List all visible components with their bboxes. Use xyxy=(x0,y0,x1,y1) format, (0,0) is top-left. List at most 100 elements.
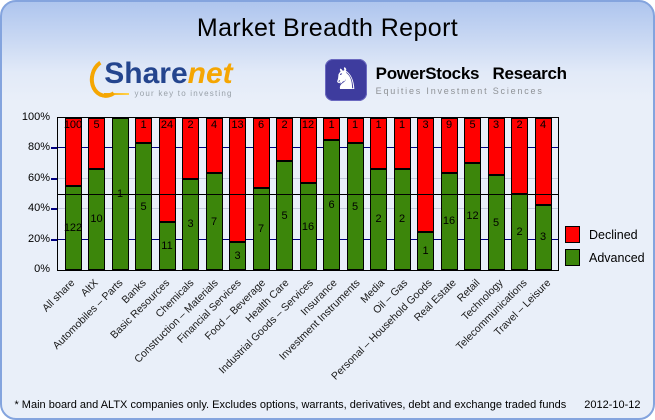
bars: 1001225101152411234713367251216161512123… xyxy=(58,118,558,270)
bar-value-advanced: 16 xyxy=(442,215,456,228)
bar-value-advanced: 3 xyxy=(187,218,194,231)
bar-segment-declined xyxy=(182,118,199,179)
page-title: Market Breadth Report xyxy=(196,14,459,42)
bar-segment-declined xyxy=(417,118,434,232)
bar-segment-declined xyxy=(88,118,105,169)
bar-segment-declined xyxy=(487,118,505,175)
sharenet-tagline: your key to investing xyxy=(134,89,233,98)
bar-segment-advanced xyxy=(252,188,270,270)
bar-value-declined: 13 xyxy=(231,119,244,131)
bar-segment-advanced xyxy=(464,162,481,270)
bar-value-declined: 3 xyxy=(422,119,429,131)
bar-segment-advanced xyxy=(487,175,505,270)
bar-segment-advanced xyxy=(229,241,246,270)
bar-segment-declined xyxy=(205,118,223,174)
bar-segment-declined xyxy=(276,118,293,162)
powerstocks-name: PowerStocks Research xyxy=(375,64,567,83)
legend-item-advanced: Advanced xyxy=(565,249,645,266)
x-axis-labels: All share AltX Automobiles – Parts Banks Bas… xyxy=(40,271,557,399)
bar-value-declined: 4 xyxy=(539,119,547,131)
bar-segment-advanced xyxy=(299,183,317,270)
bar-segment-declined xyxy=(252,118,270,189)
y-axis-label: 20% xyxy=(27,232,50,245)
report-date: 2012-10-12 xyxy=(584,399,641,411)
footnote: * Main board and ALTX companies only. Ex… xyxy=(14,399,567,411)
bar-value-advanced: 3 xyxy=(234,249,241,262)
bar-segment-advanced xyxy=(417,232,434,270)
bar-segment-declined xyxy=(64,118,82,187)
sharenet-underline xyxy=(104,92,129,95)
market-breadth-chart: 0%20%40%60%80%100% 100122510115241123471… xyxy=(2,110,653,400)
bar-segment-declined xyxy=(323,118,340,140)
bar-value-declined: 5 xyxy=(93,119,100,131)
bar-value-declined: 1 xyxy=(398,119,406,131)
y-axis: 0% 20% 40% 60% 80% 100% xyxy=(2,110,57,400)
bar-5: 24 11 xyxy=(158,118,176,270)
bar-segment-declined xyxy=(440,118,458,173)
declined-swatch-icon xyxy=(565,226,580,243)
sharenet-logo: Sharenet your key to investing xyxy=(85,54,233,102)
bar-value-advanced: 7 xyxy=(257,223,265,236)
bar-segment-advanced xyxy=(534,204,552,270)
bar-11: 12 16 xyxy=(299,118,317,270)
y-axis-tick xyxy=(51,147,57,150)
bar-segment-declined xyxy=(299,118,317,184)
bar-value-declined: 4 xyxy=(210,119,218,131)
logo-row: Sharenet your key to investing ♞ PowerSt… xyxy=(2,54,653,102)
bar-value-declined: 1 xyxy=(351,119,359,131)
legend-label-advanced: Advanced xyxy=(589,250,645,265)
y-axis-tick xyxy=(51,238,57,241)
y-axis-label: 80% xyxy=(27,141,50,154)
bar-value-advanced: 2 xyxy=(516,226,523,238)
footer: * Main board and ALTX companies only. Ex… xyxy=(2,399,653,411)
bar-segment-advanced xyxy=(276,161,293,270)
powerstocks-tagline: Equities Investment Sciences xyxy=(375,86,544,96)
bar-segment-declined xyxy=(158,118,176,223)
bar-value-declined: 24 xyxy=(160,119,174,131)
bar-segment-declined xyxy=(370,118,387,169)
chess-knight-icon: ♞ xyxy=(324,59,367,101)
y-axis-label: 40% xyxy=(27,202,50,215)
bar-segment-advanced xyxy=(64,186,82,270)
bar-value-advanced: 122 xyxy=(63,222,83,235)
bar-value-advanced: 1 xyxy=(422,245,429,257)
bar-value-advanced: 6 xyxy=(328,198,335,211)
plot-area: 1001225101152411234713367251216161512123… xyxy=(57,117,559,271)
bar-value-advanced: 5 xyxy=(140,200,147,213)
advanced-swatch-icon xyxy=(565,249,580,266)
bar-segment-advanced xyxy=(440,172,458,270)
bar-segment-declined xyxy=(229,118,246,242)
bar-value-advanced: 16 xyxy=(301,220,315,233)
bar-segment-advanced xyxy=(323,139,340,270)
y-axis-label: 60% xyxy=(27,171,50,184)
bar-segment-advanced xyxy=(158,222,176,270)
bar-value-advanced: 2 xyxy=(375,213,382,226)
y-axis-label: 100% xyxy=(21,111,50,123)
bar-segment-declined xyxy=(534,118,552,205)
bar-value-advanced: 12 xyxy=(466,210,479,223)
bar-1: 100 122 xyxy=(64,118,82,270)
sharenet-tagline-row: your key to investing xyxy=(104,89,232,98)
bar-value-declined: 1 xyxy=(140,119,147,131)
bar-value-declined: 2 xyxy=(516,119,523,131)
bar-value-declined: 6 xyxy=(257,119,265,131)
bar-segment-declined xyxy=(464,118,481,163)
bar-segment-declined xyxy=(393,118,411,169)
legend-item-declined: Declined xyxy=(565,226,645,243)
bar-value-declined: 3 xyxy=(492,119,500,131)
bar-value-advanced: 7 xyxy=(210,215,218,228)
bar-value-declined: 1 xyxy=(328,119,335,131)
powerstocks-logo: ♞ PowerStocks Research Equities Investme… xyxy=(324,59,567,101)
bar-value-declined: 2 xyxy=(281,119,288,131)
bar-segment-declined xyxy=(135,118,152,144)
